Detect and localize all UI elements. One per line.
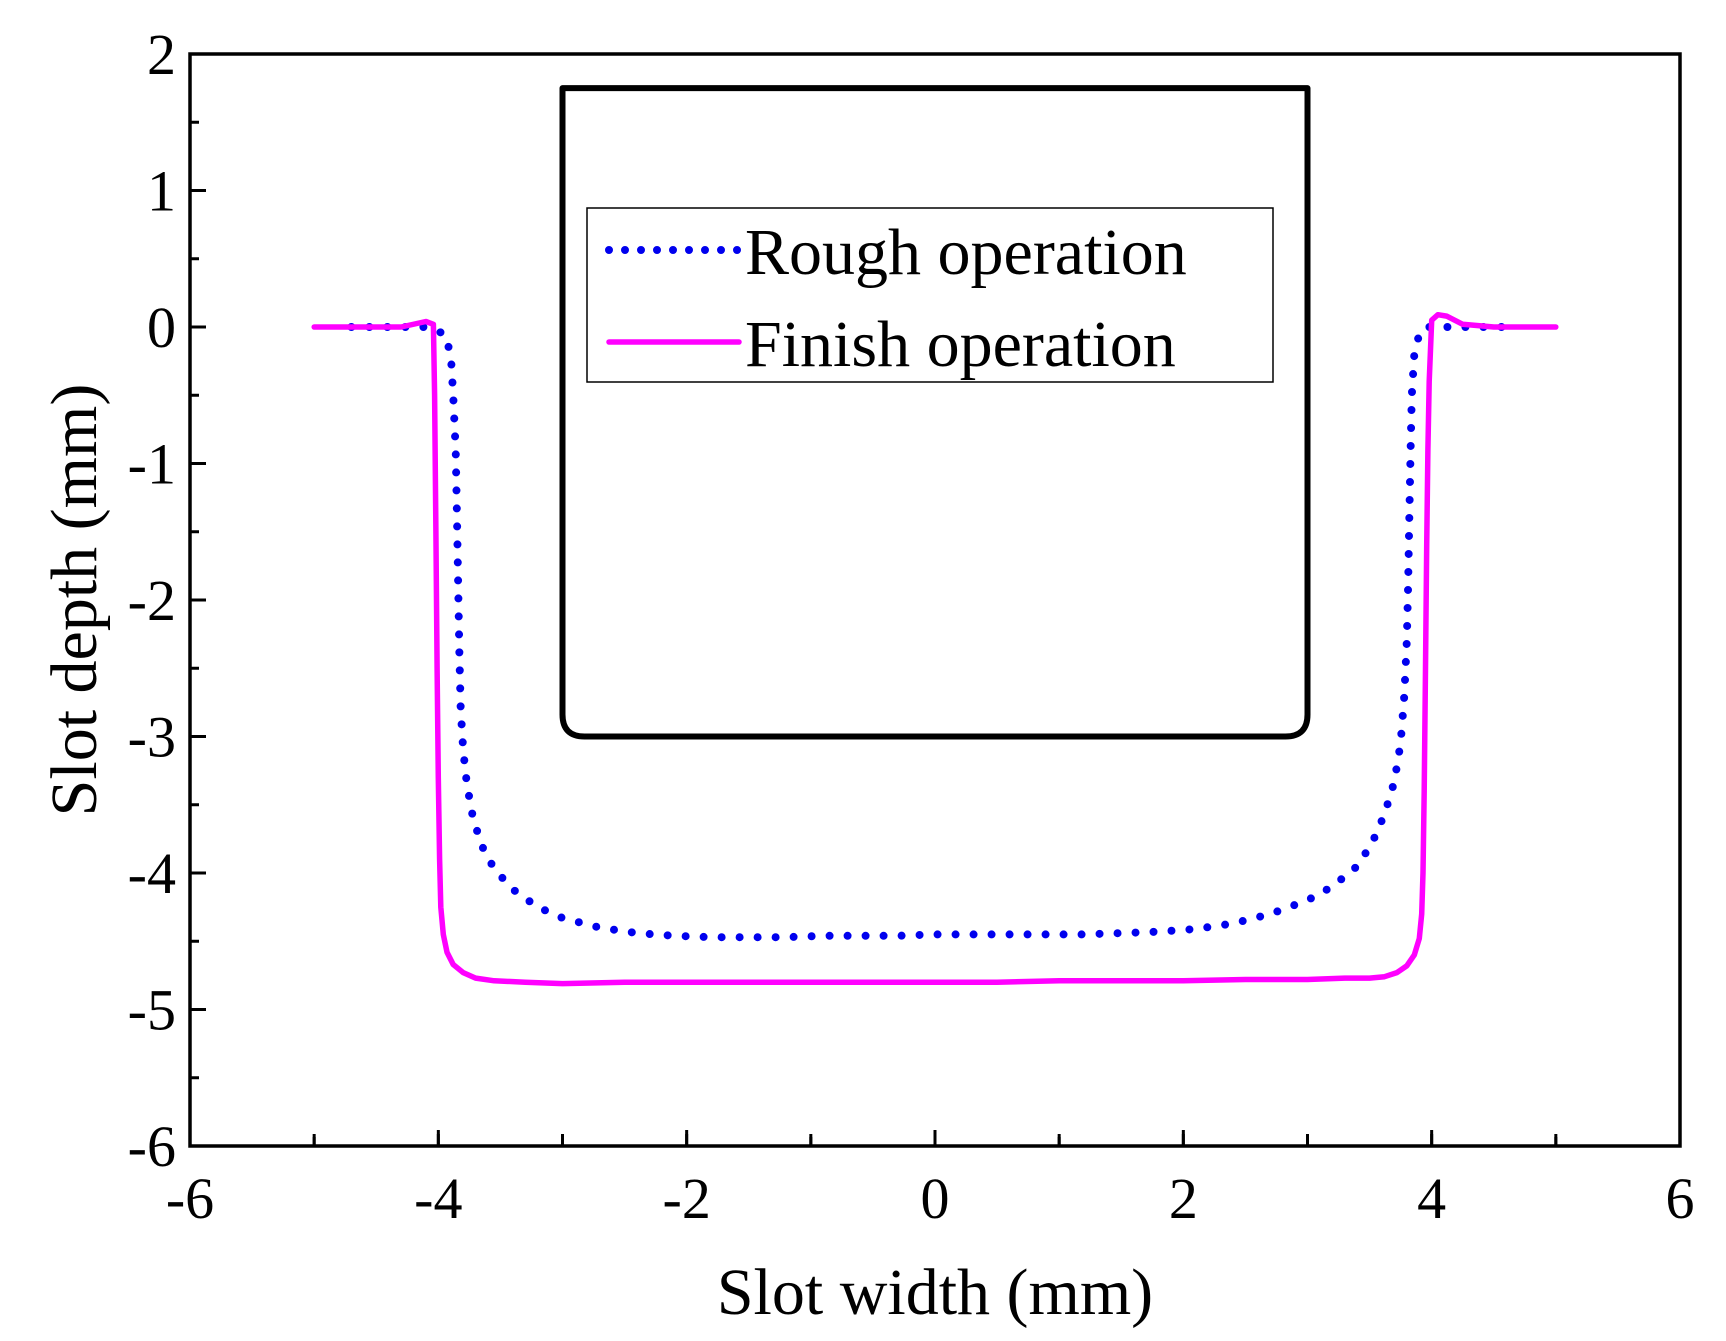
y-axis-title: Slot depth (mm): [38, 384, 111, 817]
y-tick-label: -6: [128, 1114, 176, 1179]
legend-label-rough: Rough operation: [745, 216, 1187, 289]
legend-label-finish: Finish operation: [745, 308, 1176, 381]
y-tick-label: -5: [128, 978, 176, 1043]
x-tick-label: 6: [1666, 1166, 1695, 1231]
x-tick-label: -6: [166, 1166, 214, 1231]
series-line-rough: [347, 323, 1523, 942]
x-axis-title: Slot width (mm): [717, 1256, 1153, 1329]
legend: Rough operation Finish operation: [586, 207, 1274, 383]
y-tick-label: -3: [128, 705, 176, 770]
y-tick-label: -2: [128, 568, 176, 633]
series-layer: [311, 311, 1559, 987]
tool-profile-layer: [559, 85, 1311, 740]
legend-box: [586, 207, 1274, 383]
y-tick-label: -4: [128, 841, 176, 906]
y-tick-label: -1: [128, 432, 176, 497]
tool-profile-box: [559, 85, 1311, 740]
x-tick-label: 2: [1169, 1166, 1198, 1231]
series-line-finish: [311, 311, 1559, 987]
y-tick-label: 0: [147, 295, 176, 360]
x-tick-label: -2: [663, 1166, 711, 1231]
y-tick-label: 1: [147, 159, 176, 224]
y-tick-label: 2: [147, 22, 176, 87]
x-tick-label: 4: [1417, 1166, 1446, 1231]
x-tick-label: -4: [414, 1166, 462, 1231]
x-tick-label: 0: [921, 1166, 950, 1231]
ticks-layer: -6 -4 -2 0 2 4 6 2 1 0 -1 -2 -3 -4 -5 -6: [128, 22, 1695, 1231]
